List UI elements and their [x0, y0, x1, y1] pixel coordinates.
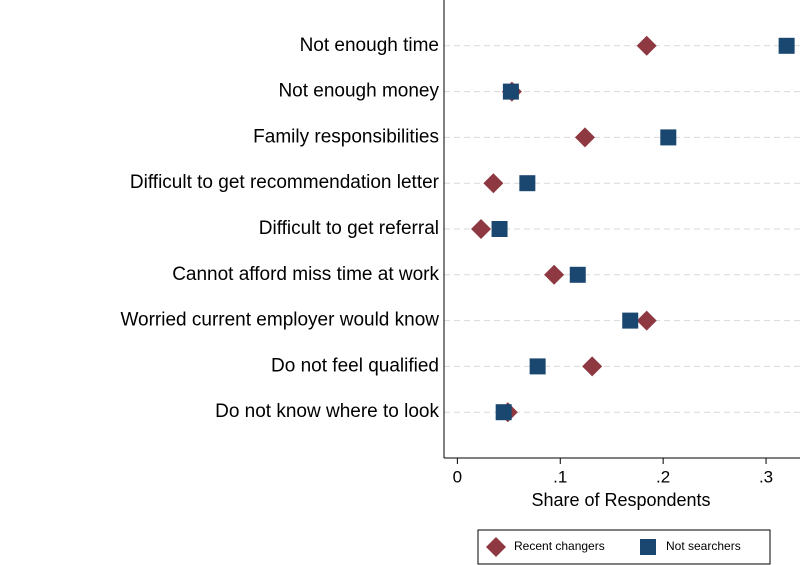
x-tick-label: .2 [656, 467, 670, 486]
dot-marker [660, 129, 677, 146]
legend-box [477, 529, 771, 565]
legend-label: Not searchers [666, 539, 741, 553]
y-tick-label: Family responsibilities [253, 126, 439, 147]
dot-marker [483, 173, 504, 194]
dot-marker [519, 175, 536, 192]
y-tick-label: Difficult to get recommendation letter [130, 172, 440, 193]
dot-marker [636, 35, 657, 56]
dot-marker [471, 219, 492, 239]
dot-marker [495, 404, 512, 421]
x-tick-label: .3 [759, 467, 773, 486]
legend-marker [640, 539, 656, 555]
dot-marker [622, 312, 639, 329]
dot-marker [544, 264, 565, 285]
dot-marker [502, 83, 519, 100]
x-tick-label: 0 [453, 467, 462, 486]
y-tick-label: Do not feel qualified [271, 355, 439, 376]
dot-marker [582, 356, 603, 377]
y-tick-label: Not enough time [300, 35, 439, 56]
y-tick-label: Difficult to get referral [259, 218, 439, 239]
y-tick-label: Do not know where to look [215, 401, 439, 422]
dot-marker [529, 358, 546, 375]
dot-marker [569, 266, 586, 283]
dot-marker [636, 310, 657, 331]
dot-marker [778, 37, 795, 54]
y-tick-label: Worried current employer would know [120, 310, 439, 331]
dot-marker [574, 127, 595, 148]
y-tick-label: Not enough money [278, 81, 439, 102]
y-tick-label: Cannot afford miss time at work [172, 264, 439, 285]
dot-marker [491, 221, 508, 237]
legend-label: Recent changers [514, 539, 605, 553]
x-tick-label: .1 [553, 467, 567, 486]
legend-marker [486, 537, 506, 557]
x-axis-title: Share of Respondents [531, 490, 710, 510]
